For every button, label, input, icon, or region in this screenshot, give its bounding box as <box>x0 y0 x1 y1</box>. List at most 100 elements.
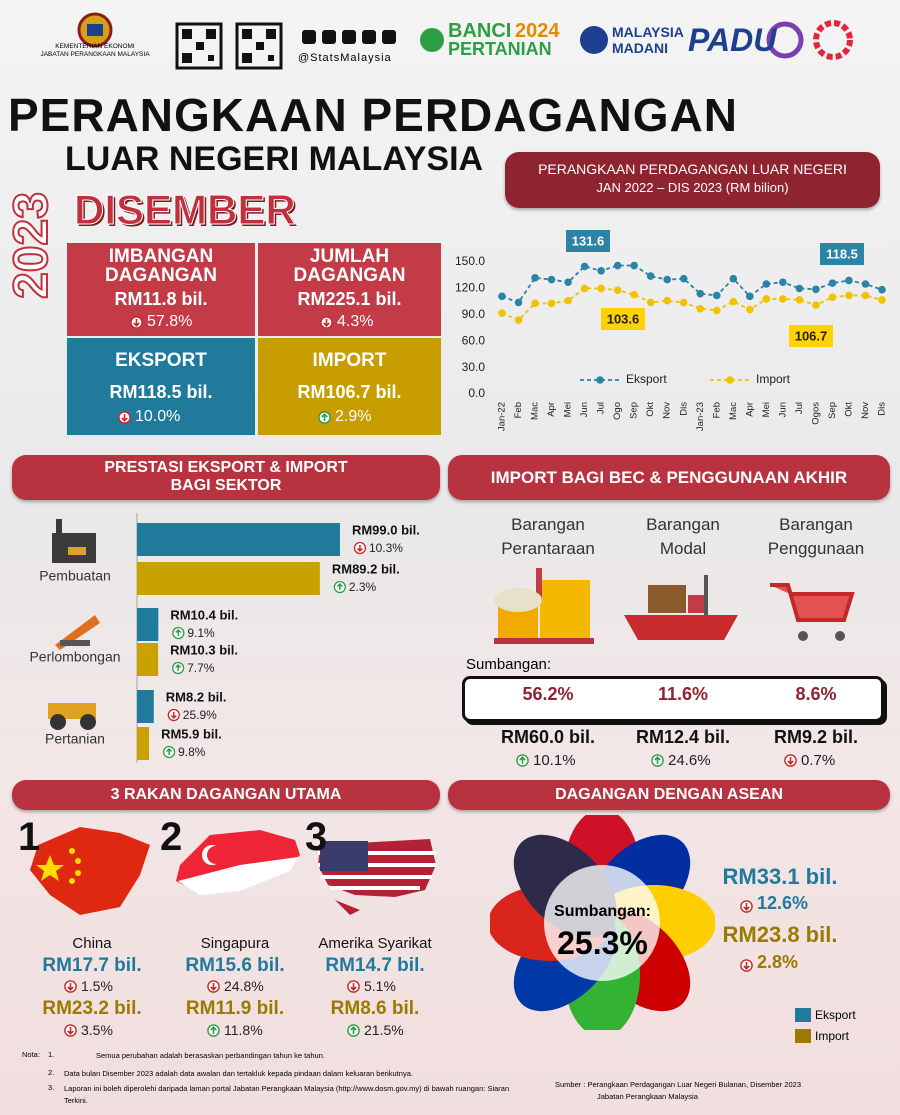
country: Singapura <box>200 935 270 952</box>
change-text: 21.5% <box>364 1022 404 1038</box>
y-tick-label: 30.0 <box>462 360 486 374</box>
change-text: 1.5% <box>81 978 113 994</box>
point <box>580 262 589 271</box>
point <box>746 292 754 301</box>
change-text: 57.8% <box>147 313 193 330</box>
point <box>547 275 556 284</box>
export-value: RM14.7 bil. <box>325 955 425 976</box>
section-banner: PRESTASI EKSPORT & IMPORT BAGI SEKTOR <box>12 455 440 500</box>
change-text: 10.1% <box>533 752 576 769</box>
banci-year: 2024 <box>515 20 560 42</box>
padu-logo: PADU <box>688 22 777 58</box>
icon <box>50 714 66 730</box>
change: 10.3% <box>353 541 403 555</box>
source: Jabatan Perangkaan Malaysia <box>597 1092 698 1101</box>
chart-title: PERANGKAAN PERDAGANGAN LUAR NEGERI <box>538 161 847 177</box>
annotation: 103.6 <box>607 311 640 326</box>
change: 9.1% <box>172 626 215 640</box>
month: DISEMBER <box>74 186 297 234</box>
point <box>812 301 820 309</box>
bec-name: Barangan <box>779 515 853 534</box>
icon <box>56 519 62 535</box>
point <box>679 274 688 283</box>
change-arrow <box>320 315 333 329</box>
line-chart: 0.0 30.0 60.0 90.0 120.0 150.0 Jan-22 Feb Mac Apr… <box>455 230 888 431</box>
note-number: 3. <box>48 1083 55 1092</box>
change-text: 10.3% <box>369 541 403 555</box>
change-arrow <box>64 979 77 993</box>
change-text: 2.9% <box>335 408 372 425</box>
import-value: RM23.2 bil. <box>42 998 142 1019</box>
note-number: 2. <box>48 1068 55 1077</box>
x-tick-label: Mei <box>563 402 574 417</box>
point <box>564 296 572 305</box>
change-text: 24.6% <box>668 752 711 769</box>
change: 7.7% <box>171 661 215 675</box>
change: 25.9% <box>167 708 217 722</box>
x-tick-label: Nov <box>860 402 871 419</box>
section-banner: DAGANGAN DENGAN ASEAN <box>448 780 890 810</box>
social-handle: @StatsMalaysia <box>298 52 392 64</box>
point <box>630 290 638 299</box>
point <box>514 298 523 307</box>
point <box>630 261 638 270</box>
summary-label: IMPORT <box>312 350 387 371</box>
chart-subtitle: JAN 2022 – DIS 2023 (RM bilion) <box>596 180 789 195</box>
x-tick-label: Mei <box>761 402 772 417</box>
change-arrow-holder <box>740 897 753 913</box>
summary-label: JUMLAH DAGANGAN <box>293 246 406 286</box>
x-tick-label: Feb <box>513 402 524 418</box>
change-arrow-holder <box>64 979 77 993</box>
import-value: RM11.9 bil. <box>185 998 285 1019</box>
change-arrow-holder <box>347 1023 360 1037</box>
change-arrow-holder <box>740 956 753 972</box>
bec-value: RM9.2 bil. <box>773 727 858 747</box>
summary-change: 10.0% <box>118 408 180 426</box>
change-arrow <box>130 315 143 329</box>
change-arrow-holder <box>320 315 333 329</box>
change-arrow <box>175 628 182 636</box>
x-tick-label: Apr <box>744 402 755 417</box>
change-arrow <box>318 410 331 424</box>
legend-swatch <box>795 1029 811 1043</box>
summary-box: JUMLAH DAGANGAN RM225.1 bil. <box>258 243 441 336</box>
annotation-box <box>820 243 864 265</box>
point <box>679 298 688 307</box>
annotation: 118.5 <box>826 246 858 261</box>
bec-name: Barangan <box>646 515 720 534</box>
change-text: 12.6% <box>757 893 809 913</box>
import-value: RM8.6 bil. <box>330 998 420 1019</box>
change: 24.8% <box>207 978 264 994</box>
value-label: RM10.3 bil. <box>170 642 238 657</box>
change-text: 11.8% <box>224 1022 263 1038</box>
change-text: 9.1% <box>187 626 215 640</box>
y-tick-label: 0.0 <box>468 386 485 400</box>
point <box>712 306 721 315</box>
asean-share: 25.3% <box>557 925 648 961</box>
point <box>597 267 605 275</box>
title-line: PERANGKAAN PERDAGANGAN <box>8 89 738 141</box>
point <box>861 280 870 288</box>
annotation: 106.7 <box>795 328 828 343</box>
legend-entry: Eksport <box>815 1008 856 1022</box>
change-text: 2.3% <box>349 580 377 594</box>
change: 2.3% <box>333 580 377 594</box>
bec-name: Penggunaan <box>767 539 865 558</box>
x-tick-label: Okt <box>645 402 656 417</box>
y-tick-label: 150.0 <box>455 254 485 268</box>
change-text: 7.7% <box>187 661 215 675</box>
asean-export-change: 12.6% <box>740 893 808 914</box>
annotation-box <box>601 308 645 330</box>
source: Sumber : Perangkaan Perdagangan Luar Neg… <box>555 1080 801 1089</box>
change-arrow <box>64 1023 77 1037</box>
point <box>613 261 622 270</box>
bar-chart: Pembuatan RM99.0 bil. 10.3% RM89.2 bil. 2.3%… <box>29 513 420 763</box>
summary-value: RM225.1 bil. <box>297 289 402 309</box>
point <box>828 293 837 301</box>
point <box>613 286 622 294</box>
change-text: 2.8% <box>757 952 799 972</box>
bec-share: 11.6% <box>657 684 709 704</box>
point <box>795 284 804 293</box>
point <box>514 316 523 324</box>
summary-value: RM118.5 bil. <box>109 382 213 402</box>
